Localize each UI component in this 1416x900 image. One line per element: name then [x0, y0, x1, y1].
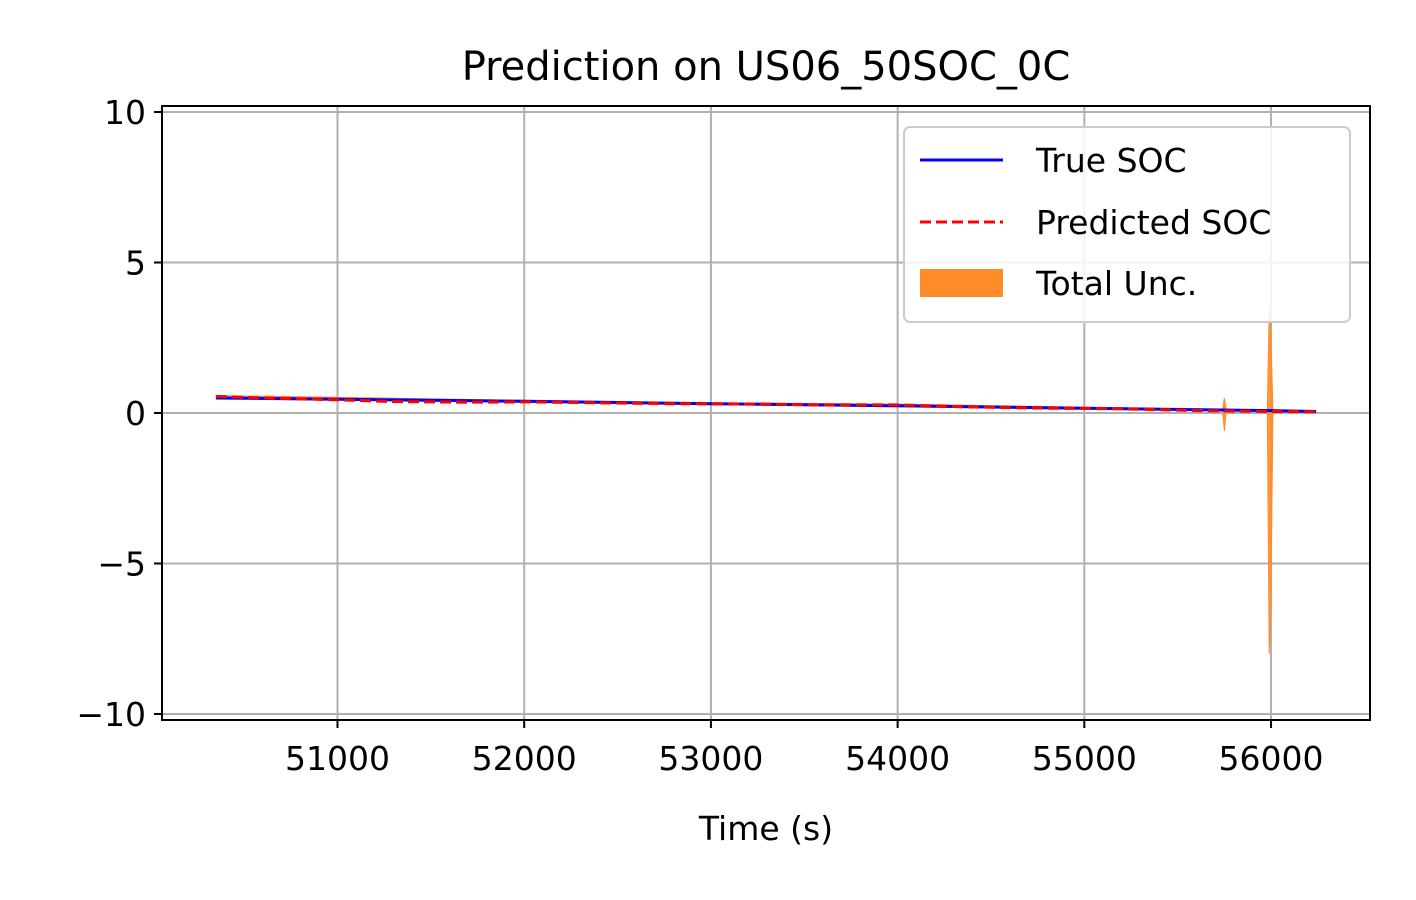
y-axis-ticks: 10 5 0 −5 −10	[76, 93, 162, 734]
x-tick-label: 52000	[472, 739, 577, 778]
x-tick-label: 56000	[1219, 739, 1324, 778]
y-tick-label: 5	[125, 244, 146, 283]
x-axis-ticks: 51000 52000 53000 54000 55000 56000	[285, 720, 1324, 778]
legend-true-soc-label: True SOC	[1035, 141, 1187, 180]
legend-box	[903, 126, 1351, 323]
x-tick-label: 53000	[658, 739, 763, 778]
legend-total-unc-swatch	[920, 269, 1003, 297]
grid-lines	[162, 106, 1370, 720]
legend-predicted-soc-label: Predicted SOC	[1036, 203, 1271, 242]
chart-title: Prediction on US06_50SOC_0C	[462, 44, 1071, 90]
y-tick-label: 0	[125, 394, 146, 433]
x-tick-label: 54000	[845, 739, 950, 778]
x-axis-label: Time (s)	[698, 809, 833, 848]
x-tick-label: 55000	[1032, 739, 1137, 778]
y-tick-label: 10	[104, 93, 146, 132]
predicted-soc-line	[216, 394, 1316, 414]
legend: True SOC Predicted SOC Total Unc.	[903, 126, 1351, 323]
x-tick-label: 51000	[285, 739, 390, 778]
y-tick-label: −5	[97, 544, 146, 583]
legend-total-unc-label: Total Unc.	[1035, 264, 1197, 303]
y-tick-label: −10	[76, 695, 146, 734]
series-lines	[216, 394, 1316, 414]
